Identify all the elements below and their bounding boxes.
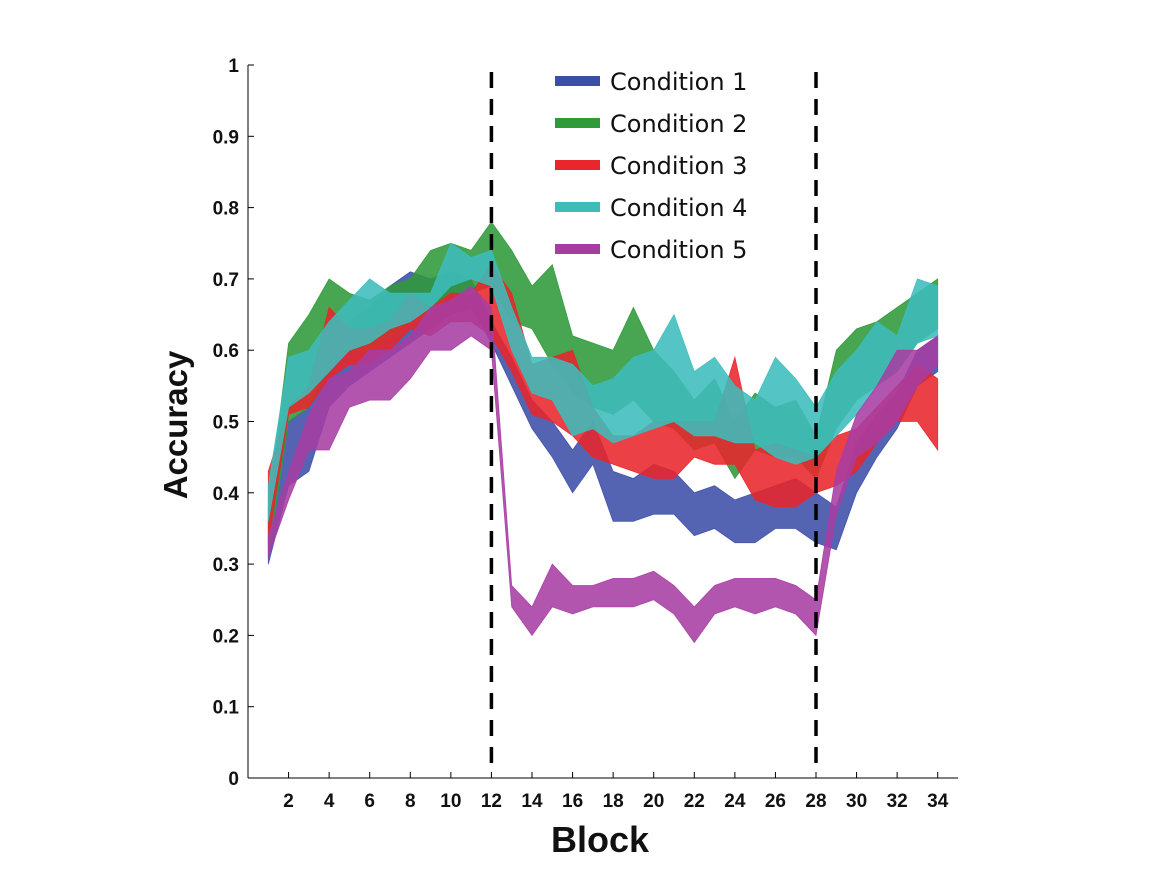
x-tick-label: 6 (364, 791, 375, 812)
x-tick-label: 10 (440, 791, 461, 812)
x-axis-ticks: 2 4 6 8 10 12 14 16 18 20 22 24 26 28 30 32 34 (283, 772, 949, 812)
y-tick-label: 0 (228, 769, 239, 790)
legend-label-1: Condition 1 (610, 68, 747, 96)
y-tick-label: 0.3 (213, 555, 239, 576)
x-tick-label: 28 (805, 791, 826, 812)
x-tick-label: 16 (562, 791, 583, 812)
x-axis-title: Block (551, 819, 650, 860)
legend: Condition 1 Condition 2 Condition 3 Conditi… (555, 68, 747, 264)
y-tick-label: 0.7 (213, 270, 239, 291)
legend-label-2: Condition 2 (610, 110, 747, 138)
x-tick-label: 22 (684, 791, 705, 812)
x-tick-label: 8 (405, 791, 416, 812)
y-tick-label: 0.2 (213, 626, 239, 647)
x-tick-label: 18 (603, 791, 624, 812)
phase-divider-lines (489, 72, 818, 766)
y-axis-ticks: 0 0.1 0.2 0.3 0.4 0.5 0.6 0.7 0.8 0.9 1 (213, 56, 254, 790)
x-tick-label: 12 (481, 791, 502, 812)
x-tick-label: 14 (521, 791, 543, 812)
y-tick-label: 0.6 (213, 341, 239, 362)
legend-label-3: Condition 3 (610, 152, 747, 180)
y-tick-label: 0.8 (213, 199, 239, 220)
x-tick-label: 34 (927, 791, 949, 812)
x-tick-label: 4 (324, 791, 335, 812)
series-bands (267, 221, 939, 644)
x-tick-label: 20 (643, 791, 664, 812)
y-tick-label: 0.1 (213, 698, 240, 719)
y-tick-label: 1 (228, 56, 239, 77)
x-tick-label: 32 (887, 791, 908, 812)
legend-label-4: Condition 4 (610, 194, 747, 222)
legend-label-5: Condition 5 (610, 236, 747, 264)
y-tick-label: 0.5 (213, 413, 240, 434)
y-axis-title: Accuracy (157, 350, 194, 499)
x-tick-label: 2 (283, 791, 294, 812)
x-tick-label: 26 (765, 791, 786, 812)
x-tick-label: 30 (846, 791, 867, 812)
series-band-5 (267, 285, 939, 644)
y-tick-label: 0.9 (213, 127, 239, 148)
x-tick-label: 24 (724, 791, 746, 812)
y-tick-label: 0.4 (213, 484, 240, 505)
